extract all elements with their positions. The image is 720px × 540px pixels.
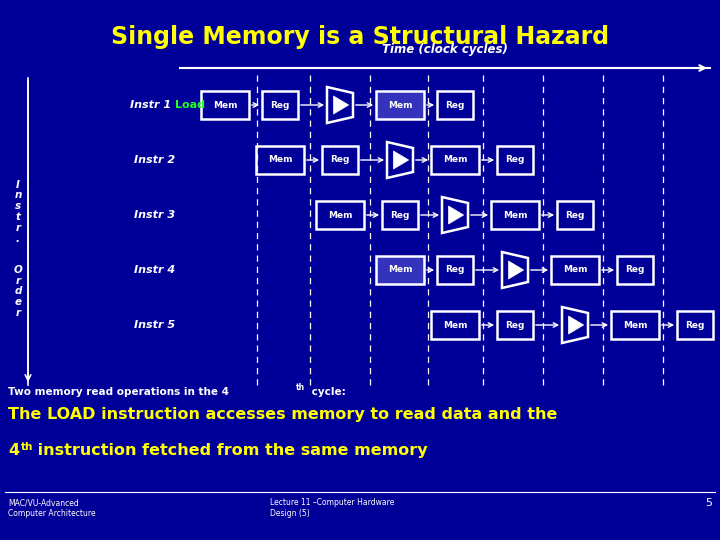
Text: The LOAD instruction accesses memory to read data and the: The LOAD instruction accesses memory to … (8, 407, 557, 422)
Bar (376, 91, 424, 119)
Polygon shape (502, 252, 528, 288)
Bar (431, 146, 479, 174)
Polygon shape (562, 307, 588, 343)
Text: Reg: Reg (390, 211, 410, 219)
Text: MAC/VU-Advanced
Computer Architecture: MAC/VU-Advanced Computer Architecture (8, 498, 96, 518)
Text: th: th (21, 442, 33, 452)
Text: Reg: Reg (625, 266, 644, 274)
Bar (557, 201, 593, 229)
Bar (497, 146, 533, 174)
Text: Mem: Mem (443, 321, 467, 329)
Text: Instr 4: Instr 4 (134, 265, 175, 275)
Bar (617, 256, 653, 284)
Bar (551, 256, 599, 284)
Bar (437, 256, 473, 284)
Text: Reg: Reg (685, 321, 705, 329)
Polygon shape (442, 197, 468, 233)
Text: I
n
s
t
r
.: I n s t r . (14, 179, 22, 244)
Bar (611, 311, 659, 339)
Bar (322, 146, 358, 174)
Text: Mem: Mem (623, 321, 647, 329)
Text: Single Memory is a Structural Hazard: Single Memory is a Structural Hazard (111, 25, 609, 49)
Bar (437, 91, 473, 119)
Bar (491, 201, 539, 229)
Text: Mem: Mem (328, 211, 352, 219)
Text: Lecture 11 –Computer Hardware
Design (5): Lecture 11 –Computer Hardware Design (5) (270, 498, 395, 518)
Text: cycle:: cycle: (308, 387, 346, 397)
Text: Instr 3: Instr 3 (134, 210, 175, 220)
Text: Load: Load (175, 100, 205, 110)
Text: Mem: Mem (503, 211, 527, 219)
Text: Mem: Mem (388, 100, 413, 110)
Polygon shape (508, 261, 523, 279)
Polygon shape (327, 87, 353, 123)
Text: Instr 5: Instr 5 (134, 320, 175, 330)
Polygon shape (569, 316, 584, 334)
Bar (262, 91, 298, 119)
Bar (376, 256, 424, 284)
Text: Reg: Reg (330, 156, 350, 165)
Text: O
r
d
e
r: O r d e r (14, 265, 22, 318)
Polygon shape (387, 142, 413, 178)
Text: Instr 2: Instr 2 (134, 155, 175, 165)
Bar (382, 201, 418, 229)
Bar (677, 311, 713, 339)
Text: Mem: Mem (212, 100, 238, 110)
Text: Reg: Reg (505, 156, 525, 165)
Text: Reg: Reg (445, 266, 464, 274)
Bar (497, 311, 533, 339)
Text: Mem: Mem (268, 156, 292, 165)
Text: instruction fetched from the same memory: instruction fetched from the same memory (32, 443, 428, 458)
Polygon shape (333, 96, 348, 114)
Text: Mem: Mem (563, 266, 588, 274)
Text: Reg: Reg (565, 211, 585, 219)
Bar (201, 91, 249, 119)
Text: 5: 5 (705, 498, 712, 508)
Text: Reg: Reg (505, 321, 525, 329)
Text: Mem: Mem (388, 266, 413, 274)
Text: Mem: Mem (443, 156, 467, 165)
Text: Reg: Reg (270, 100, 289, 110)
Bar (431, 311, 479, 339)
Bar (256, 146, 304, 174)
Text: Two memory read operations in the 4: Two memory read operations in the 4 (8, 387, 229, 397)
Text: Time (clock cycles): Time (clock cycles) (382, 43, 508, 56)
Text: Reg: Reg (445, 100, 464, 110)
Polygon shape (394, 151, 409, 169)
Text: Instr 1: Instr 1 (130, 100, 175, 110)
Text: 4: 4 (8, 443, 19, 458)
Polygon shape (449, 206, 464, 224)
Bar (316, 201, 364, 229)
Text: th: th (296, 383, 305, 392)
